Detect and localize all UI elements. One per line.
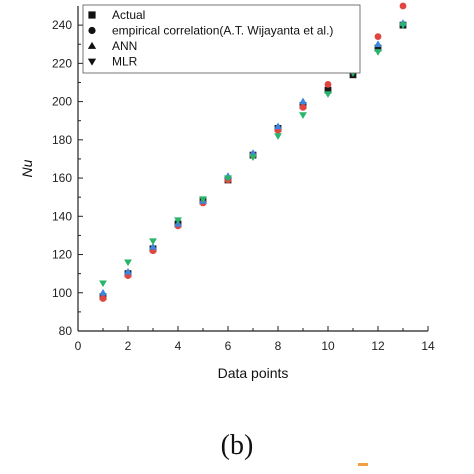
data-point xyxy=(249,149,257,156)
panel-label: (b) xyxy=(220,430,254,461)
data-point xyxy=(374,44,382,52)
y-tick-label: 180 xyxy=(52,133,72,147)
y-tick-label: 200 xyxy=(52,95,72,109)
data-point xyxy=(99,280,107,288)
data-point xyxy=(99,288,107,296)
data-point xyxy=(149,242,157,250)
legend-marker xyxy=(87,41,97,49)
data-point xyxy=(124,259,132,267)
legend-marker xyxy=(87,58,97,66)
legend-marker xyxy=(88,26,96,35)
y-tick-label: 80 xyxy=(59,324,73,338)
legend-label: ANN xyxy=(112,39,137,53)
x-tick-label: 8 xyxy=(275,339,282,353)
scatter-chart: 0 2 4 6 8 10 12 14 80 100 120 140 160 180 200 220 240 D… xyxy=(19,2,435,381)
data-point xyxy=(374,40,382,47)
data-point xyxy=(324,80,332,88)
x-axis-ticks: 0 2 4 6 8 10 12 14 xyxy=(75,326,435,353)
data-point xyxy=(324,86,332,94)
data-point xyxy=(224,175,232,182)
y-tick-label: 160 xyxy=(52,171,72,185)
data-point xyxy=(399,22,407,30)
data-point xyxy=(299,112,307,119)
data-point xyxy=(374,33,382,40)
legend: Actual empirical correlation(A.T. Wijayan… xyxy=(82,4,361,74)
legend-label: MLR xyxy=(112,55,138,69)
data-point xyxy=(274,133,282,140)
legend-label: empirical correlation(A.T. Wijayanta et … xyxy=(112,24,333,38)
y-tick-label: 220 xyxy=(52,56,72,70)
y-axis-ticks: 80 100 120 140 160 180 200 220 240 xyxy=(52,18,83,338)
y-tick-label: 240 xyxy=(52,18,72,32)
x-tick-label: 2 xyxy=(125,339,132,353)
data-point xyxy=(199,196,207,203)
y-tick-label: 120 xyxy=(52,248,72,262)
legend-label: Actual xyxy=(112,8,145,22)
x-axis-title: Data points xyxy=(218,365,289,381)
data-point xyxy=(299,103,307,111)
data-point xyxy=(124,267,132,275)
legend-box xyxy=(82,4,361,74)
x-tick-label: 10 xyxy=(321,339,335,353)
x-tick-label: 6 xyxy=(225,339,232,353)
x-tick-label: 14 xyxy=(421,339,435,353)
legend-marker xyxy=(88,11,96,19)
y-axis-title: Nu xyxy=(19,159,35,177)
y-tick-label: 100 xyxy=(52,286,72,300)
x-tick-label: 0 xyxy=(75,339,82,353)
data-point xyxy=(374,49,382,56)
data-point xyxy=(399,2,407,10)
data-point xyxy=(174,217,182,225)
x-tick-label: 4 xyxy=(175,339,182,353)
y-tick-label: 140 xyxy=(52,209,72,223)
x-tick-label: 12 xyxy=(371,339,385,353)
data-point xyxy=(249,154,257,161)
data-point xyxy=(274,122,282,130)
data-point xyxy=(99,295,107,302)
series-3 xyxy=(99,22,407,288)
data-point xyxy=(299,97,307,105)
data-point xyxy=(324,91,332,98)
data-point xyxy=(149,238,157,246)
corner-mark xyxy=(358,463,368,466)
